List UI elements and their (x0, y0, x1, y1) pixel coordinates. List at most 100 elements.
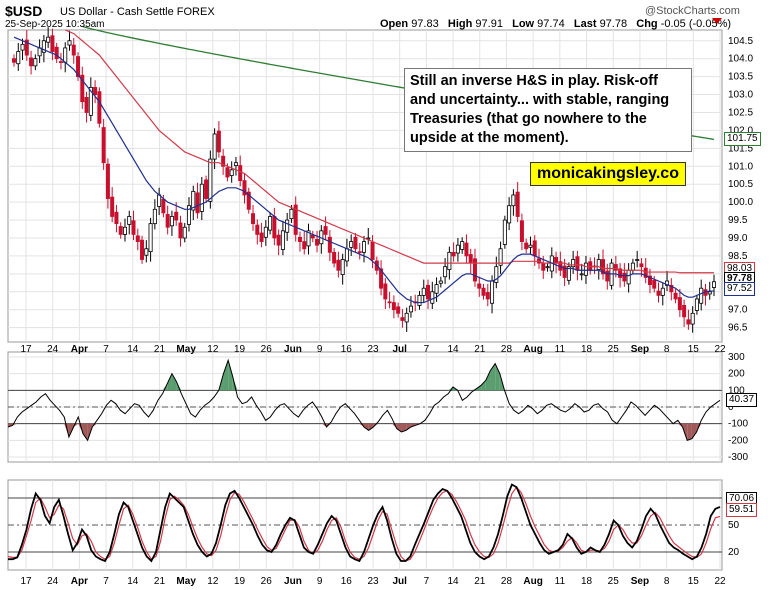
price-y-tick-label: 101.0 (728, 161, 753, 172)
x-tick-label-top: 25 (608, 344, 620, 355)
candle-body (707, 291, 712, 295)
x-tick-label-top: Jun (284, 344, 302, 355)
candle-body (588, 261, 593, 271)
candle-body (97, 91, 102, 124)
stoch-k-line (8, 483, 721, 563)
ma-short-value-tag: 97.52 (724, 282, 756, 296)
candle-body (502, 219, 507, 245)
candle-body (208, 158, 213, 202)
candle-body (528, 244, 533, 248)
cci-overbought-fill (495, 363, 500, 391)
candle-body (259, 232, 264, 242)
candle-body (383, 283, 388, 300)
candle-body (161, 198, 166, 214)
candle-body (647, 275, 652, 286)
x-tick-label-top: Apr (71, 344, 88, 355)
x-tick-label-top: 21 (474, 344, 486, 355)
candle-body (408, 305, 413, 313)
cci-y-tick-label: 0 (728, 402, 734, 413)
candle-body (353, 236, 358, 250)
candle-body (191, 190, 196, 211)
price-y-tick-label: 102.0 (728, 125, 753, 136)
candle-body (118, 226, 123, 235)
candle-body (519, 220, 524, 242)
low-label: Low (512, 18, 535, 30)
x-tick-label-top: 16 (341, 344, 353, 355)
x-tick-label-top: 26 (261, 344, 273, 355)
cci-overbought-fill (167, 373, 172, 391)
price-y-tick-label: 98.5 (728, 251, 748, 262)
candle-body (122, 226, 127, 235)
candle-body (251, 213, 256, 225)
candle-body (289, 208, 294, 220)
x-tick-label-top: May (176, 344, 196, 355)
candle-body (583, 262, 588, 276)
x-tick-label-bottom: Apr (71, 576, 88, 587)
candle-body (370, 241, 375, 260)
x-tick-label-bottom: 11 (555, 576, 566, 587)
open-label: Open (380, 18, 409, 30)
x-tick-label-bottom: 25 (608, 576, 620, 587)
candle-body (293, 204, 298, 235)
candle-body (272, 216, 277, 239)
candle-body (618, 268, 623, 278)
candle-body (58, 61, 63, 63)
cci-value-tag: 40.37 (726, 393, 758, 407)
cci-y-tick-label: 300 (728, 352, 745, 363)
candle-body (105, 163, 110, 199)
candle-body (541, 262, 546, 271)
cci-y-tick-label: -300 (728, 452, 748, 463)
candle-body (455, 244, 460, 254)
cci-oversold-fill (364, 423, 369, 431)
candle-body (515, 191, 520, 217)
cci-y-tick-label: -200 (728, 435, 748, 446)
candle-body (221, 155, 226, 167)
price-y-tick-label: 99.5 (728, 215, 748, 226)
x-tick-label-top: 11 (555, 344, 566, 355)
candle-body (490, 280, 495, 304)
annotation-note: Still an inverse H&S in play. Risk-off a… (404, 68, 692, 152)
candle-body (54, 46, 59, 60)
x-tick-label-top: 14 (448, 344, 460, 355)
candle-body (361, 241, 366, 253)
candle-body (596, 259, 601, 270)
x-tick-label-top: 23 (367, 344, 379, 355)
candle-body (186, 205, 191, 225)
cci-overbought-fill (171, 373, 177, 391)
candle-body (566, 266, 571, 281)
x-tick-label-bottom: Jul (392, 576, 407, 587)
cci-overbought-fill (223, 360, 229, 391)
cci-overbought-fill (228, 360, 233, 391)
candle-body (310, 234, 315, 239)
x-tick-label-bottom: 23 (367, 576, 379, 587)
candle-body (302, 241, 307, 250)
candle-body (391, 302, 396, 311)
x-tick-label-bottom: 8 (664, 576, 670, 587)
candle-body (571, 259, 576, 268)
candle-body (635, 259, 640, 261)
candle-body (204, 179, 209, 199)
x-tick-label-top: 15 (688, 344, 700, 355)
x-tick-label-bottom: 21 (154, 576, 166, 587)
candle-body (545, 266, 550, 269)
candle-body (127, 216, 132, 225)
cci-y-tick-label: 100 (728, 385, 745, 396)
ohlc-readout: Open 97.83 High 97.91 Low 97.74 Last 97.… (380, 18, 731, 30)
candle-body (426, 284, 431, 300)
candle-body (144, 248, 149, 256)
candle-body (114, 211, 119, 225)
candle-body (315, 239, 320, 246)
cci-overbought-fill (490, 363, 496, 391)
price-y-tick-label: 101.5 (728, 143, 753, 154)
candle-body (148, 223, 153, 253)
candle-body (306, 230, 311, 247)
candle-body (622, 272, 627, 282)
candle-body (677, 297, 682, 311)
candle-body (481, 287, 486, 296)
candle-body (468, 254, 473, 264)
candle-body (63, 47, 68, 63)
price-y-tick-label: 102.5 (728, 107, 753, 118)
cci-overbought-fill (485, 370, 491, 391)
x-tick-label-bottom: 24 (47, 576, 59, 587)
candle-body (332, 251, 337, 264)
